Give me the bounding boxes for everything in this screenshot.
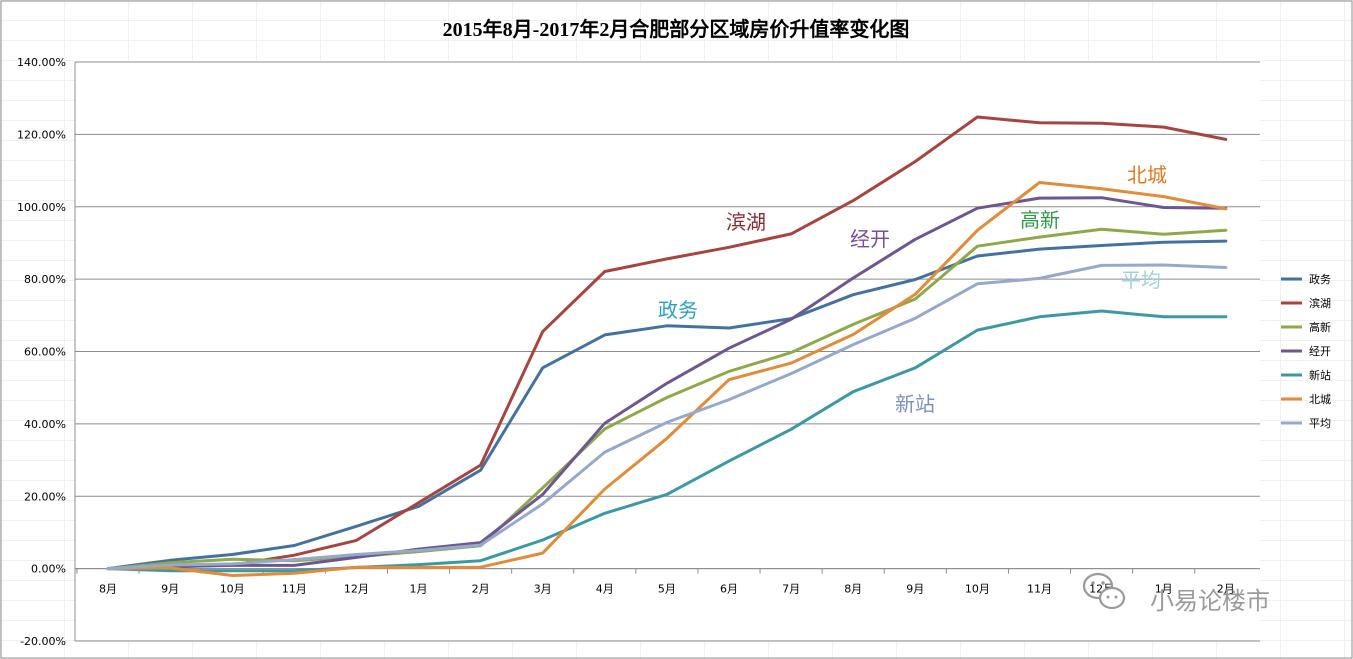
y-tick-label: 100.00%: [17, 201, 66, 214]
annotation-label: 新站: [895, 392, 935, 416]
x-axis: 8月 9月 10月 11月 12月 1月 2月 3月 4月 5月 6月 7月 8月 9月 10月 11月 12月…: [75, 568, 1260, 596]
y-tick-label: 60.00%: [24, 346, 66, 359]
x-tick-label: 12月: [344, 583, 369, 596]
annotation-label: 平均: [1121, 268, 1161, 292]
chart-title: 2015年8月-2017年2月合肥部分区域房价升值率变化图: [443, 17, 910, 41]
y-tick-label: 120.00%: [17, 128, 66, 141]
x-tick-label: 11月: [1027, 583, 1052, 596]
x-tick-label: 11月: [282, 583, 307, 596]
x-tick-label: 1月: [410, 583, 428, 596]
y-tick-label: 80.00%: [24, 273, 66, 286]
series-line-经开: [106, 196, 1228, 571]
wechat-icon: [1082, 572, 1126, 610]
x-tick-label: 10月: [220, 583, 245, 596]
x-tick-label: 3月: [534, 583, 552, 596]
legend-label: 经开: [1309, 345, 1331, 358]
annotation-label: 滨湖: [726, 210, 766, 234]
x-tick-label: 2月: [1217, 583, 1235, 596]
x-tick-label: 10月: [965, 583, 990, 596]
legend-label: 新站: [1309, 368, 1331, 382]
x-tick-label: 5月: [658, 583, 676, 596]
annotation-label: 经开: [850, 227, 890, 251]
series-line-政务: [106, 239, 1228, 571]
x-tick-label: 4月: [596, 583, 614, 596]
plot-area: [75, 60, 1260, 640]
series-line-滨湖: [106, 115, 1228, 571]
x-tick-label: 9月: [906, 583, 924, 596]
watermark-text: 小易论楼市: [1150, 587, 1270, 615]
legend-label: 政务: [1309, 272, 1331, 286]
y-tick-label: 140.00%: [17, 56, 66, 69]
legend-label: 滨湖: [1309, 296, 1331, 310]
legend-label: 高新: [1309, 320, 1331, 334]
annotation-label: 政务: [658, 298, 698, 322]
y-axis: -20.00% 0.00% 20.00% 40.00% 60.00% 80.00% 100.…: [17, 56, 76, 648]
x-tick-label: 8月: [99, 583, 117, 596]
x-tick-label: 7月: [782, 583, 800, 596]
series-line-新站: [106, 309, 1228, 573]
x-tick-label: 9月: [161, 583, 179, 596]
y-tick-label: 0.00%: [31, 563, 66, 576]
series-lines: [106, 115, 1228, 577]
series-line-北城: [106, 181, 1228, 577]
annotation-label: 高新: [1020, 208, 1060, 232]
x-tick-label: 6月: [720, 583, 738, 596]
x-tick-label: 2月: [472, 583, 490, 596]
legend-label: 平均: [1309, 417, 1331, 430]
x-tick-label: 8月: [844, 583, 862, 596]
y-tick-label: 40.00%: [24, 418, 66, 431]
y-tick-label: 20.00%: [24, 490, 66, 503]
series-line-平均: [106, 263, 1228, 571]
annotation-label: 北城: [1127, 163, 1167, 187]
x-tick-label: 1月: [1155, 583, 1173, 596]
legend-label: 北城: [1309, 393, 1331, 406]
y-tick-label: -20.00%: [20, 635, 66, 648]
watermark: 小易论楼市: [1082, 572, 1270, 615]
